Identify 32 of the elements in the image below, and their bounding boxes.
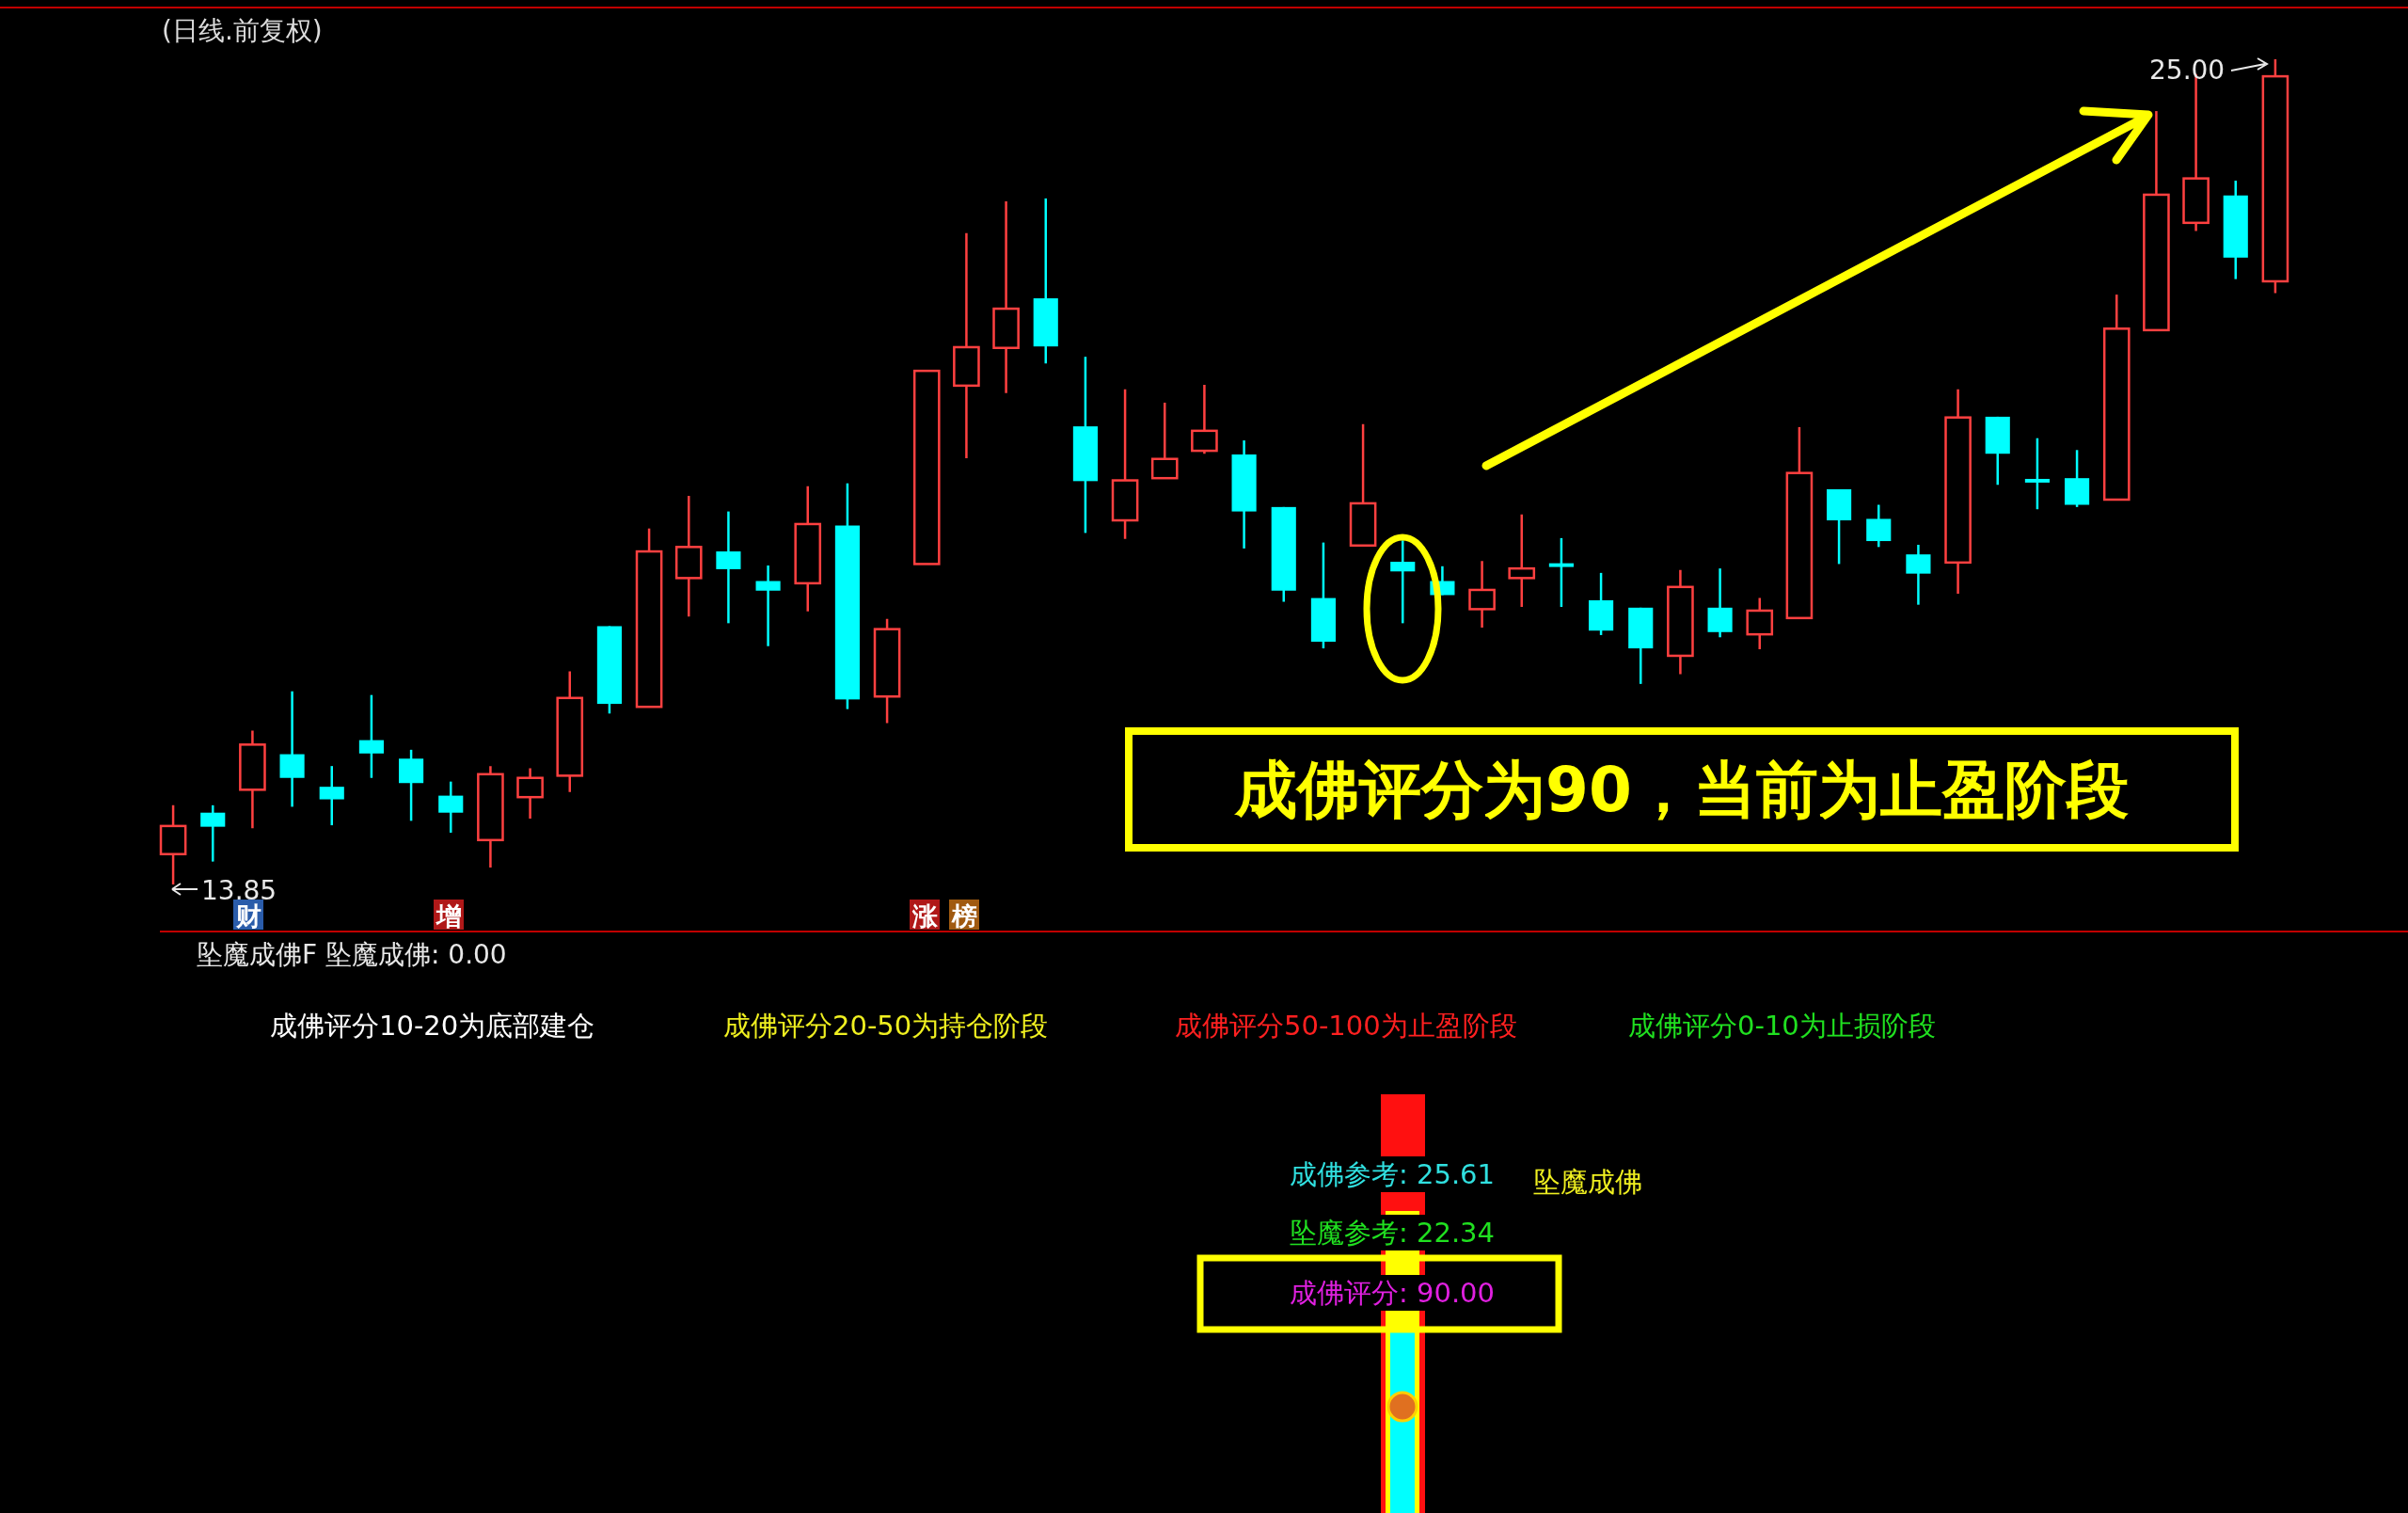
candlestick: [755, 564, 781, 647]
text: 成佛评分50-100为止盈阶段: [1175, 1010, 1517, 1042]
text: 增: [435, 901, 462, 931]
text: 成佛评分10-20为底部建仓: [270, 1010, 595, 1042]
candlestick: [953, 231, 980, 460]
candlestick: [1667, 568, 1694, 676]
candlestick: [1191, 383, 1218, 455]
text: 坠魔成佛: [1533, 1166, 1642, 1198]
candlestick: [1548, 536, 1574, 609]
chart-title: (日线.前复权): [162, 15, 323, 46]
text: 成佛参考: 25.61: [1290, 1158, 1496, 1190]
candlestick: [1390, 539, 1416, 625]
text: 坠魔成佛F 坠魔成佛: 0.00: [197, 939, 507, 970]
candlestick: [319, 764, 344, 827]
candlestick: [358, 693, 384, 779]
annotation: 成佛评分为90，当前为止盈阶段: [1234, 754, 2129, 826]
candlestick: [239, 729, 266, 830]
candlestick: [2024, 437, 2050, 511]
text: 成佛评分: 90.00: [1290, 1277, 1496, 1309]
candlestick: [516, 767, 544, 820]
annotation: 25.00: [2149, 55, 2226, 86]
text: 涨: [911, 901, 939, 931]
candlestick: [1944, 388, 1972, 596]
candlestick: [2143, 109, 2170, 332]
text: 榜: [950, 901, 977, 931]
candlestick: [1468, 560, 1496, 629]
text: 坠魔参考: 22.34: [1290, 1217, 1496, 1249]
candlestick: [716, 510, 741, 625]
text: 成佛评分20-50为持仓阶段: [723, 1010, 1049, 1042]
candlestick: [477, 764, 504, 869]
text: 成佛评分0-10为止损阶段: [1628, 1010, 1936, 1042]
candlestick: [992, 199, 1020, 394]
